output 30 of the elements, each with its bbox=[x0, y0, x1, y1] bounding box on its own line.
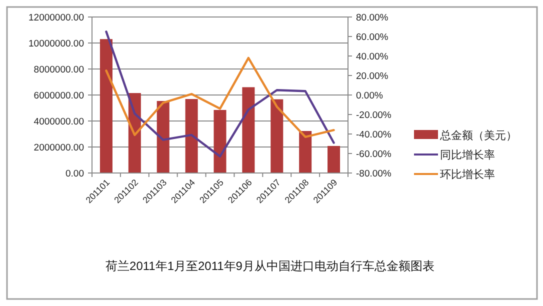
bar bbox=[242, 87, 255, 173]
y2-tick-label: 60.00% bbox=[356, 32, 389, 43]
bar bbox=[214, 110, 226, 173]
y2-tick-label: -20.00% bbox=[356, 110, 392, 121]
y-tick-label: 4000000.00 bbox=[34, 116, 84, 128]
line-series bbox=[105, 56, 335, 138]
line-series bbox=[105, 30, 335, 158]
y2-tick-label: -60.00% bbox=[356, 149, 392, 160]
y-tick-label: 0.00 bbox=[66, 168, 84, 180]
bar bbox=[270, 99, 284, 173]
y-tick-label: 2000000.00 bbox=[34, 142, 84, 154]
bar bbox=[156, 100, 170, 173]
bar bbox=[299, 131, 312, 173]
y2-tick-label: -40.00% bbox=[356, 130, 392, 140]
bar bbox=[100, 39, 112, 173]
y2-tick-label: -80.00% bbox=[356, 168, 392, 180]
bar bbox=[328, 146, 340, 173]
y-tick-label: 8000000.00 bbox=[34, 64, 84, 76]
y-tick-label: 12000000.00 bbox=[28, 12, 84, 24]
y-tick-label: 10000000.00 bbox=[28, 38, 84, 50]
y2-tick-label: 20.00% bbox=[356, 71, 389, 82]
y2-tick-label: 80.00% bbox=[356, 12, 389, 24]
text: 荷兰2011年1月至2011年9月从中国进口电动自行车总金额图表 bbox=[106, 259, 434, 273]
bar bbox=[185, 99, 198, 173]
legend-label: 环比增长率 bbox=[440, 168, 495, 181]
legend-label: 同比增长率 bbox=[440, 148, 495, 162]
y-tick-label: 6000000.00 bbox=[34, 90, 84, 102]
y2-tick-label: 40.00% bbox=[356, 52, 389, 62]
legend-label: 总金额（美元） bbox=[439, 129, 517, 142]
y2-tick-label: 0.00% bbox=[356, 90, 384, 102]
